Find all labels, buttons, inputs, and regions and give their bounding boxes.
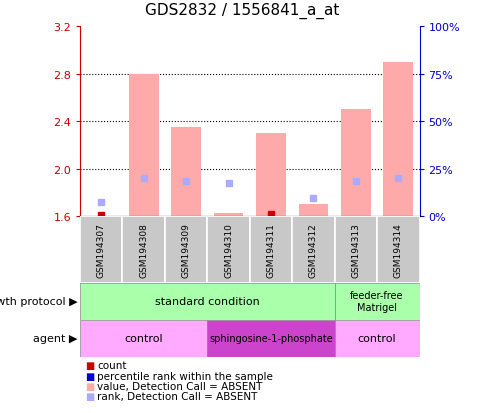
Text: GDS2832 / 1556841_a_at: GDS2832 / 1556841_a_at [145, 2, 339, 19]
Bar [298, 205, 328, 217]
Bar [291, 217, 334, 283]
Text: GSM194314: GSM194314 [393, 223, 402, 277]
Bar [249, 217, 291, 283]
Text: value, Detection Call = ABSENT: value, Detection Call = ABSENT [97, 381, 262, 391]
Bar [171, 128, 200, 217]
Text: GSM194313: GSM194313 [350, 223, 360, 277]
Bar [80, 320, 207, 357]
Bar [122, 217, 165, 283]
Text: growth protocol ▶: growth protocol ▶ [0, 297, 77, 306]
Bar [207, 320, 334, 357]
Text: ■: ■ [85, 392, 94, 401]
Text: feeder-free
Matrigel: feeder-free Matrigel [349, 291, 403, 312]
Text: percentile rank within the sample: percentile rank within the sample [97, 371, 272, 381]
Text: ■: ■ [85, 381, 94, 391]
Bar [256, 134, 285, 217]
Bar [334, 320, 419, 357]
Bar [334, 283, 419, 320]
Text: GSM194309: GSM194309 [181, 223, 190, 277]
Text: GSM194310: GSM194310 [224, 223, 233, 277]
Text: control: control [357, 334, 395, 344]
Bar [207, 217, 249, 283]
Bar [340, 110, 370, 217]
Text: rank, Detection Call = ABSENT: rank, Detection Call = ABSENT [97, 392, 257, 401]
Text: GSM194308: GSM194308 [139, 223, 148, 277]
Bar [80, 283, 334, 320]
Bar [334, 217, 377, 283]
Text: ■: ■ [85, 371, 94, 381]
Text: sphingosine-1-phosphate: sphingosine-1-phosphate [209, 334, 332, 344]
Bar [376, 217, 419, 283]
Text: count: count [97, 361, 126, 370]
Text: agent ▶: agent ▶ [33, 334, 77, 344]
Bar [383, 62, 412, 217]
Text: standard condition: standard condition [155, 297, 259, 306]
Text: ■: ■ [85, 361, 94, 370]
Text: GSM194311: GSM194311 [266, 223, 275, 277]
Bar [129, 74, 158, 217]
Bar [213, 213, 243, 217]
Text: GSM194312: GSM194312 [308, 223, 318, 277]
Bar [165, 217, 207, 283]
Bar [80, 217, 122, 283]
Text: GSM194307: GSM194307 [96, 223, 106, 277]
Text: control: control [124, 334, 163, 344]
